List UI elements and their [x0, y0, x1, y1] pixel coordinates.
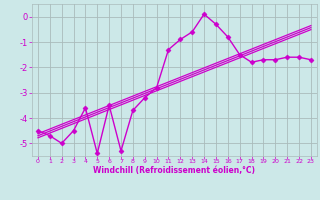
X-axis label: Windchill (Refroidissement éolien,°C): Windchill (Refroidissement éolien,°C): [93, 166, 255, 175]
